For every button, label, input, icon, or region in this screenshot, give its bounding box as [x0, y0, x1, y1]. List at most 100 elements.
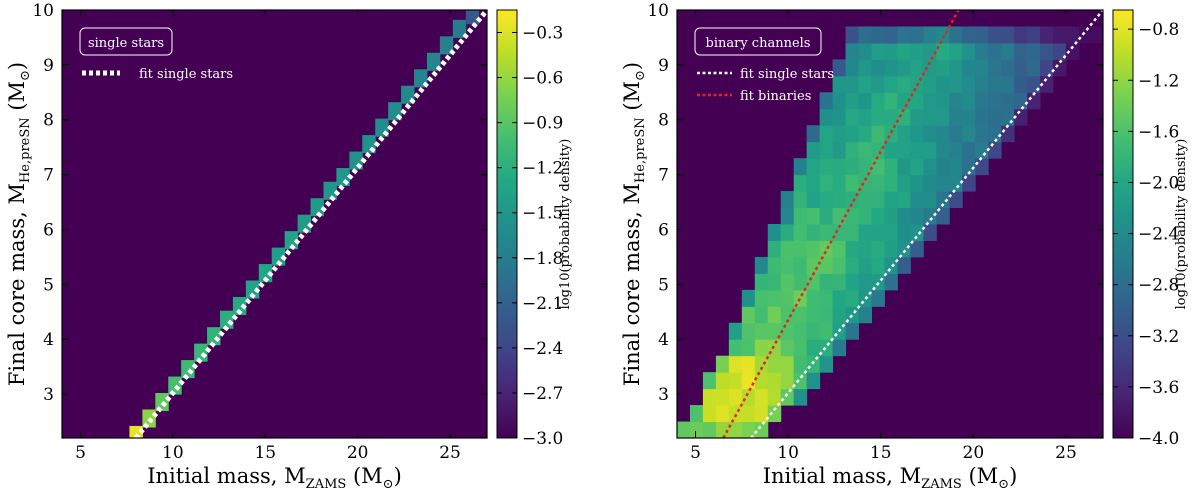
heatmap-cell — [1027, 26, 1041, 44]
heatmap-cell — [1052, 42, 1067, 60]
heatmap-cell — [832, 191, 847, 209]
heatmap-cell — [793, 174, 808, 192]
heatmap-cell — [1078, 26, 1093, 44]
heatmap-cell — [884, 191, 898, 209]
heatmap-cell — [793, 158, 808, 176]
heatmap-cell — [897, 26, 911, 44]
heatmap-cell — [845, 256, 860, 274]
heatmap-cell — [728, 388, 743, 406]
heatmap-cell — [819, 322, 834, 340]
legend-label: fit binaries — [740, 89, 811, 104]
heatmap-cell — [858, 158, 872, 176]
x-tick-label: 5 — [75, 443, 86, 463]
heatmap-cell — [793, 207, 808, 225]
heatmap-cell — [1027, 42, 1041, 60]
axes-frame — [61, 9, 488, 439]
colorbar-tick-label: −0.6 — [522, 69, 563, 89]
heatmap-cell — [871, 108, 885, 126]
heatmap-cell — [1040, 42, 1054, 60]
heatmap-cell — [819, 125, 834, 143]
heatmap-cell — [975, 75, 989, 93]
heatmap-cell — [181, 360, 195, 379]
heatmap-cell — [1040, 26, 1054, 44]
heatmap-cell — [858, 306, 872, 324]
heatmap-cell — [988, 59, 1002, 77]
heatmap-cell — [767, 256, 782, 274]
heatmap-cell — [923, 26, 937, 44]
heatmap-cell — [871, 240, 885, 258]
heatmap-cell — [884, 59, 898, 77]
heatmap-cell — [793, 191, 808, 209]
heatmap-cell — [728, 339, 743, 357]
heatmap-cell — [949, 75, 963, 93]
heatmap-cell — [832, 75, 847, 93]
heatmap-cell — [754, 256, 769, 274]
heatmap-cell — [728, 372, 743, 390]
x-tick-label: 20 — [963, 443, 985, 463]
y-axis-label: Final core mass, MHe,preSN (M⊙) — [620, 62, 648, 386]
heatmap-cell — [245, 280, 260, 299]
fit-line-single-stars — [750, 10, 1103, 438]
heatmap-cell — [845, 125, 860, 143]
heatmap-cell — [923, 125, 937, 143]
heatmap-cell — [780, 191, 795, 209]
heatmap-cell — [806, 322, 821, 340]
heatmap-cell — [780, 240, 795, 258]
heatmap-cell — [923, 92, 937, 110]
heatmap-cell — [780, 224, 795, 241]
heatmap-cell — [819, 191, 834, 209]
heatmap-cell — [806, 174, 821, 192]
heatmap-cell — [897, 42, 911, 60]
heatmap-cell — [962, 75, 976, 93]
colorbar-tick-label: −3.0 — [522, 429, 563, 449]
heatmap-cell — [793, 256, 808, 274]
heatmap-cell — [910, 108, 924, 126]
heatmap-cell — [910, 42, 924, 60]
heatmap-cell — [741, 339, 756, 357]
heatmap-cell — [806, 339, 821, 357]
colorbar — [1112, 9, 1134, 439]
heatmap-cell — [780, 207, 795, 225]
y-tick-label: 4 — [658, 330, 669, 350]
heatmap-cell — [232, 296, 247, 316]
legend-label: fit single stars — [139, 67, 233, 82]
y-tick-label: 4 — [43, 330, 54, 350]
heatmap-cell — [452, 19, 467, 38]
heatmap-cell — [715, 372, 730, 390]
x-tick-label: 5 — [690, 443, 701, 463]
heatmap-cell — [975, 42, 989, 60]
heatmap-cell — [884, 125, 898, 143]
heatmap-cell — [1001, 108, 1015, 126]
heatmap-cell — [884, 174, 898, 192]
heatmap-cell — [819, 92, 834, 110]
heatmap-cell — [819, 141, 834, 159]
heatmap-cell — [806, 306, 821, 324]
heatmap-cell — [923, 141, 937, 159]
heatmap-cell — [936, 42, 950, 60]
heatmap-cell — [793, 372, 808, 390]
heatmap-cell — [897, 141, 911, 159]
heatmap-cell — [858, 42, 872, 60]
heatmap-cell — [754, 273, 769, 291]
heatmap-cell — [728, 322, 743, 340]
heatmap-cell — [754, 306, 769, 324]
heatmap-cell — [871, 256, 885, 274]
heatmap-cell — [858, 273, 872, 291]
heatmap-cell — [1040, 75, 1054, 93]
heatmap-cell — [858, 191, 872, 209]
heatmap-cell — [845, 224, 860, 241]
x-tick-label: 10 — [162, 443, 184, 463]
heatmap-cell — [767, 322, 782, 340]
heatmap-cell — [702, 405, 717, 423]
heatmap-cell — [975, 158, 989, 176]
heatmap-cell — [910, 158, 924, 176]
heatmap-cell — [702, 388, 717, 406]
heatmap-cell — [858, 240, 872, 258]
heatmap-cell — [219, 310, 234, 329]
heatmap-cell — [845, 240, 860, 258]
heatmap-cell — [793, 273, 808, 291]
heatmap-cell — [871, 174, 885, 192]
heatmap-cell — [962, 125, 976, 143]
colorbar-tick-label: −2.1 — [522, 294, 563, 314]
